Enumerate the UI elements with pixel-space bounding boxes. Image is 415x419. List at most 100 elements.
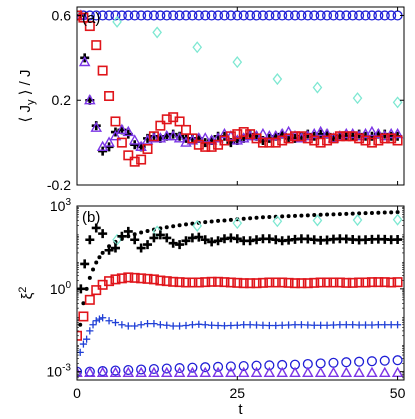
data-point-square bbox=[347, 131, 358, 142]
data-point-triangle bbox=[378, 366, 391, 378]
data-point-triangle bbox=[122, 125, 135, 137]
data-point-circle bbox=[200, 362, 211, 373]
data-point-diamond bbox=[232, 56, 243, 69]
data-point-triangle bbox=[96, 366, 109, 378]
x-tick-label: 50 bbox=[390, 385, 406, 401]
data-point-square bbox=[366, 137, 377, 148]
data-point-dot bbox=[248, 216, 253, 221]
data-point-circle bbox=[251, 10, 262, 21]
data-point-dot bbox=[171, 224, 176, 229]
data-point-circle bbox=[264, 360, 275, 371]
data-point-circle bbox=[200, 10, 211, 21]
data-point-plus-bold bbox=[104, 245, 114, 255]
data-point-square bbox=[277, 277, 288, 288]
data-point-plus bbox=[355, 321, 363, 329]
data-point-plus bbox=[150, 320, 158, 328]
x-tick-label: 25 bbox=[230, 385, 246, 401]
data-point-square bbox=[296, 131, 307, 142]
data-point-plus bbox=[304, 321, 312, 329]
data-point-square bbox=[322, 135, 333, 146]
data-point-square bbox=[174, 116, 185, 127]
data-point-triangle bbox=[90, 121, 103, 132]
data-point-diamond bbox=[112, 15, 122, 28]
data-point-plus bbox=[118, 321, 126, 329]
data-point-square bbox=[392, 135, 403, 146]
data-point-triangle bbox=[77, 366, 83, 378]
data-point-plus bbox=[111, 318, 120, 327]
data-point-plus bbox=[259, 321, 267, 329]
data-point-circle bbox=[328, 357, 339, 368]
data-point-square bbox=[104, 91, 115, 102]
data-point-dot bbox=[254, 215, 259, 220]
data-point-diamond bbox=[312, 214, 323, 227]
data-point-plus bbox=[349, 321, 357, 329]
data-point-diamond bbox=[232, 217, 243, 230]
data-point-circle bbox=[155, 10, 166, 21]
data-point-dot bbox=[357, 211, 362, 216]
data-point-plus-bold bbox=[149, 233, 159, 243]
data-point-dot bbox=[312, 213, 317, 218]
data-point-triangle bbox=[84, 366, 96, 378]
data-point-circle bbox=[168, 10, 179, 21]
data-point-plus-bold bbox=[181, 236, 191, 246]
data-point-triangle bbox=[276, 366, 288, 378]
data-point-dot bbox=[222, 218, 227, 223]
data-point-square bbox=[354, 133, 365, 144]
data-point-plus-bold bbox=[130, 235, 140, 245]
data-point-circle bbox=[123, 364, 134, 376]
panel-a: -0.2 0.2 0.6 (a) ⟨ Jy ⟩ / J bbox=[17, 6, 405, 193]
data-point-square bbox=[392, 277, 403, 288]
y-tick-label: 103 bbox=[50, 197, 72, 214]
y-tick-label: 10-3 bbox=[47, 363, 72, 380]
data-point-square bbox=[379, 277, 390, 288]
data-point-plus bbox=[131, 322, 139, 330]
data-point-square bbox=[213, 276, 224, 287]
data-point-triangle bbox=[199, 132, 212, 143]
data-point-square bbox=[110, 274, 121, 285]
data-point-triangle bbox=[327, 366, 340, 378]
data-point-plus bbox=[92, 317, 100, 325]
data-point-square bbox=[328, 277, 339, 288]
y-tick-exponent: 3 bbox=[65, 197, 71, 208]
data-point-diamond bbox=[392, 96, 403, 109]
data-point-circle bbox=[161, 10, 172, 21]
series-plus-1f3fd6 bbox=[77, 314, 402, 356]
data-point-circle bbox=[123, 10, 134, 21]
data-point-circle bbox=[315, 10, 326, 21]
data-point-plus bbox=[175, 322, 184, 330]
data-point-dot bbox=[363, 211, 368, 216]
series-diamond-7ee8d2 bbox=[112, 213, 403, 246]
y-tick-base: 10 bbox=[50, 281, 66, 297]
data-point-plus bbox=[163, 321, 171, 329]
data-point-circle bbox=[142, 10, 153, 21]
y-axis-label: ⟨ Jy ⟩ / J bbox=[17, 69, 37, 122]
y-label-xi: ξ bbox=[19, 292, 36, 299]
data-point-dot bbox=[209, 219, 214, 224]
data-point-circle bbox=[366, 10, 377, 21]
data-point-square bbox=[315, 137, 326, 148]
data-point-diamond bbox=[112, 233, 122, 246]
data-point-circle bbox=[129, 10, 140, 21]
data-point-square bbox=[245, 278, 256, 289]
data-point-plus-bold bbox=[194, 232, 204, 242]
data-point-dot bbox=[81, 301, 86, 306]
data-point-triangle bbox=[250, 366, 263, 378]
data-point-triangle bbox=[116, 123, 128, 135]
data-point-square bbox=[193, 139, 204, 150]
data-point-plus bbox=[342, 321, 350, 329]
data-point-square bbox=[251, 278, 262, 289]
data-point-plus-bold bbox=[110, 243, 120, 253]
data-point-circle bbox=[347, 10, 358, 21]
data-point-triangle bbox=[391, 366, 404, 378]
data-point-square bbox=[257, 137, 268, 148]
data-point-circle bbox=[309, 10, 320, 21]
data-point-circle bbox=[219, 10, 230, 21]
data-point-circle bbox=[238, 361, 249, 372]
data-point-plus-bold bbox=[213, 236, 223, 246]
data-point-plus bbox=[387, 321, 395, 329]
data-point-plus bbox=[368, 321, 376, 329]
data-point-circle bbox=[187, 362, 198, 373]
data-point-dot bbox=[94, 260, 99, 265]
data-point-diamond bbox=[192, 219, 203, 232]
